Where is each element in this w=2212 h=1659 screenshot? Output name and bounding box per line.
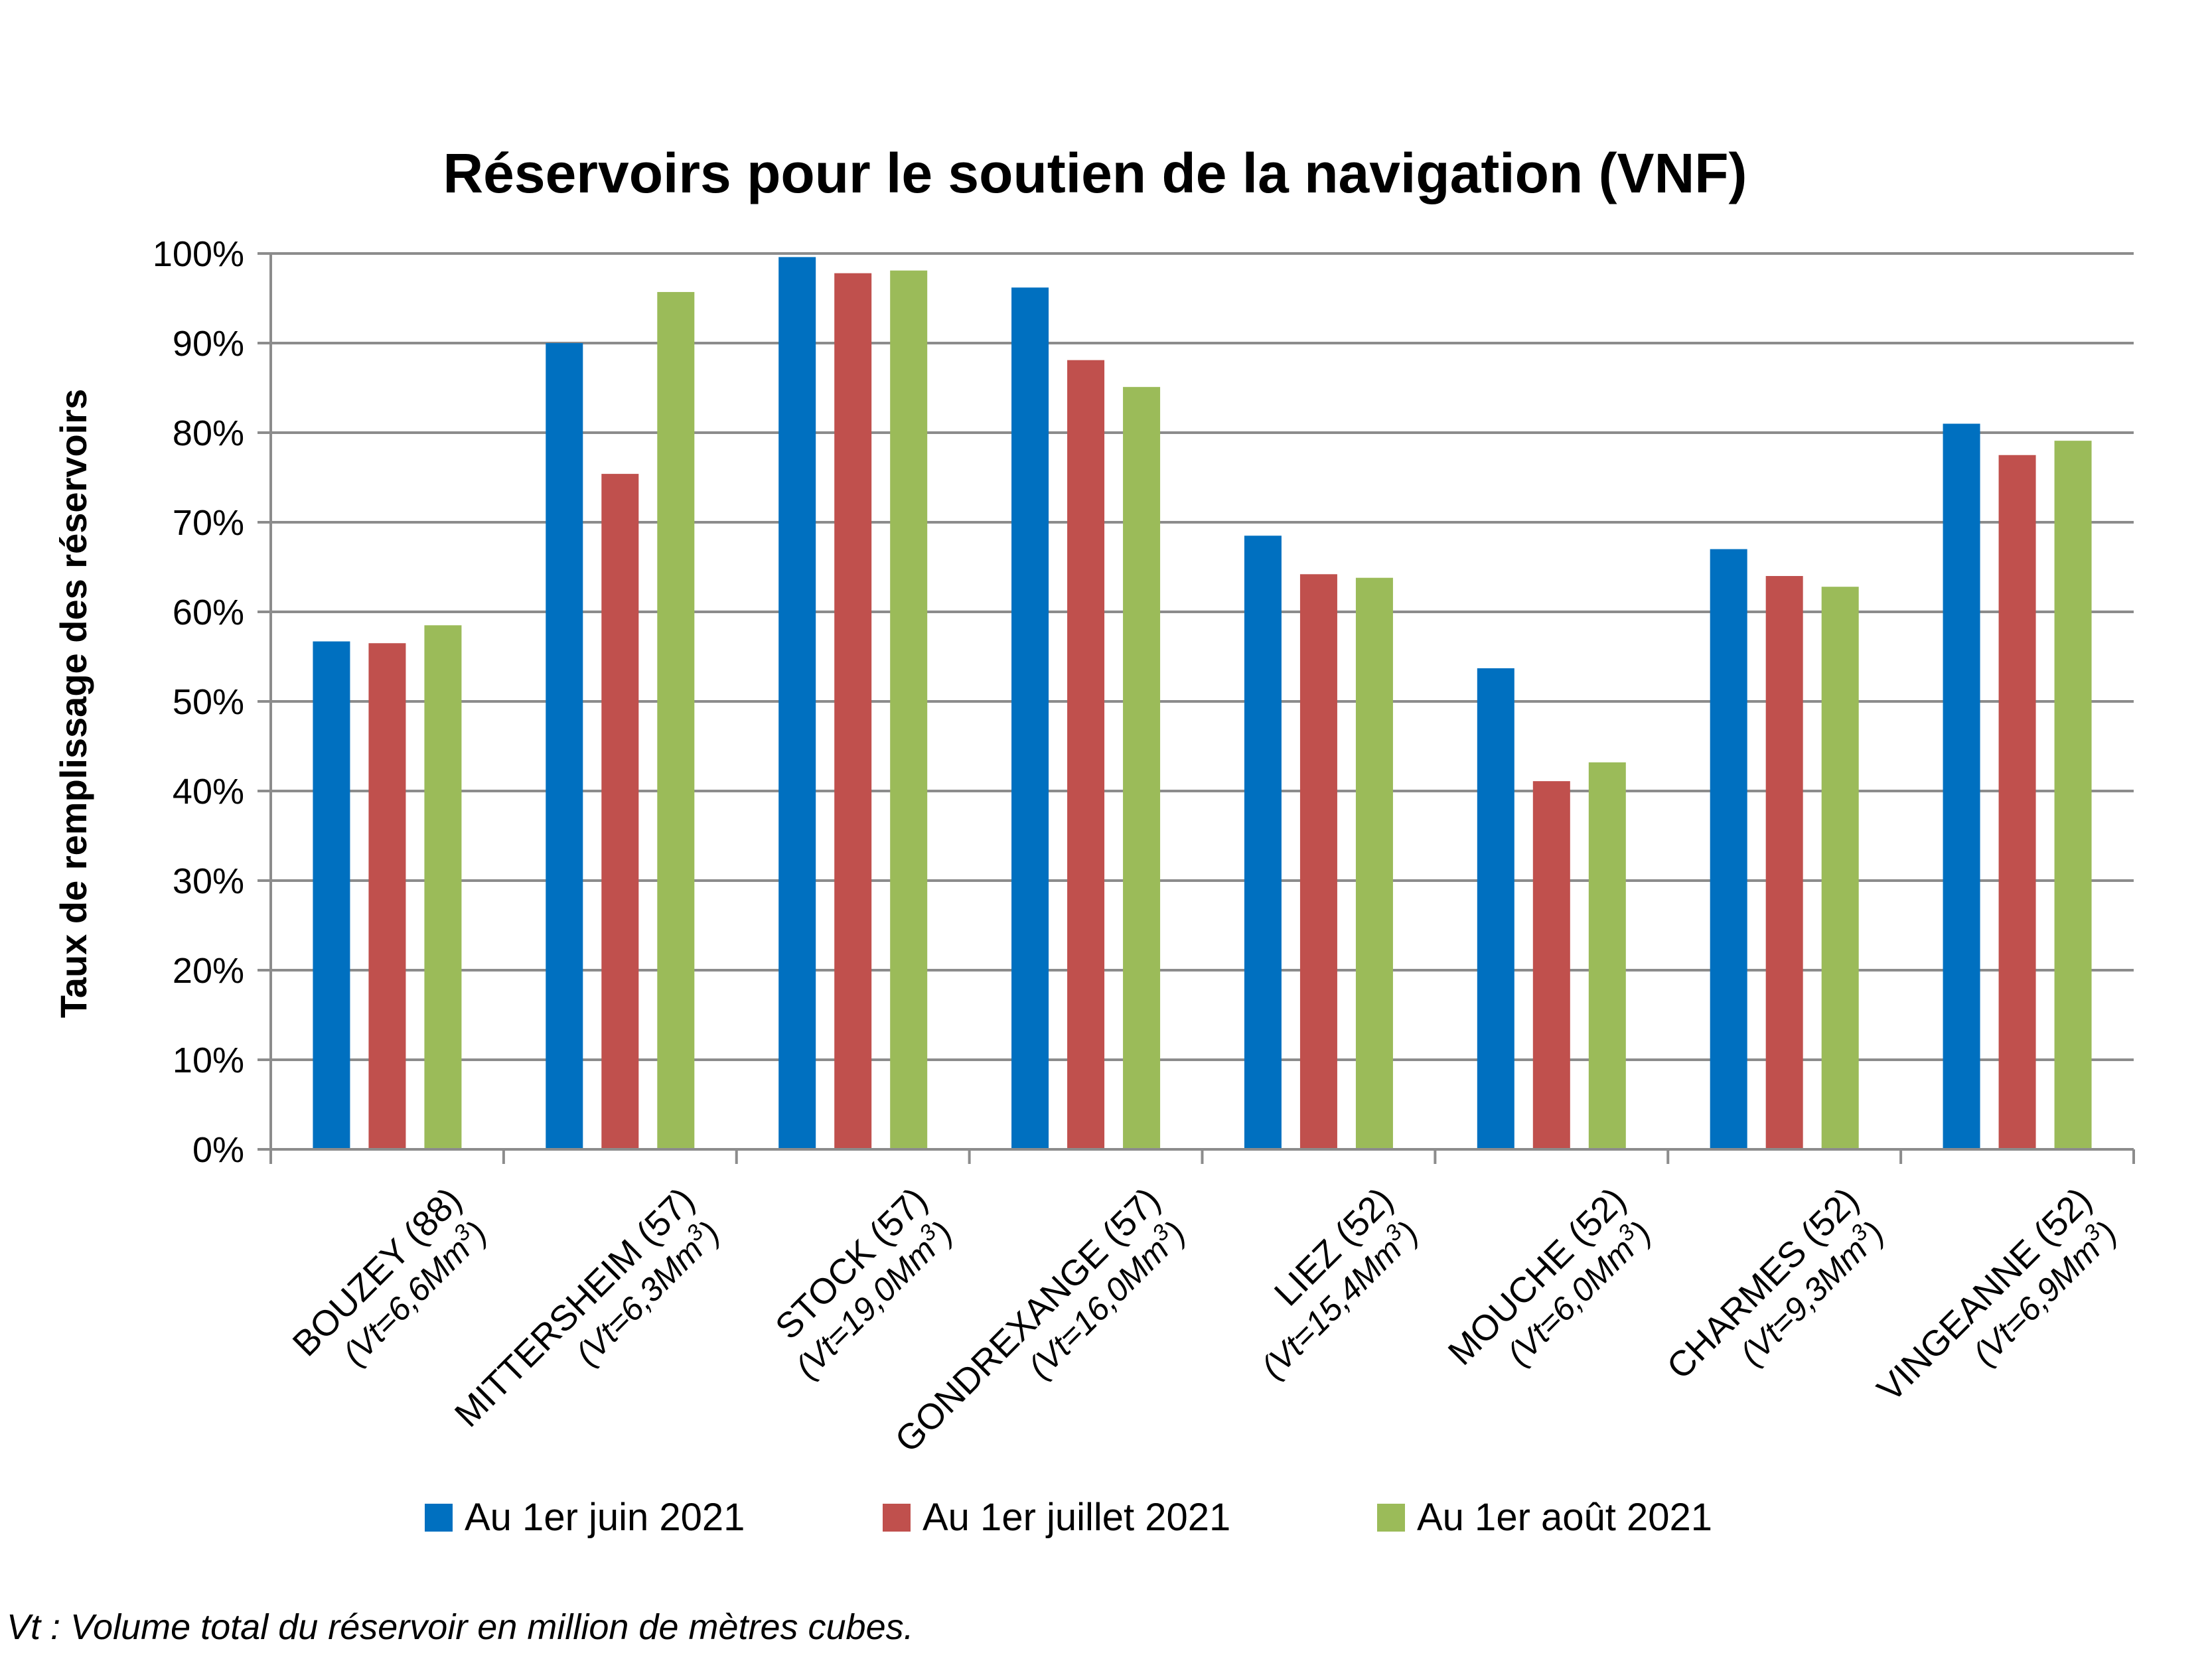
legend-label: Au 1er juillet 2021 (922, 1496, 1230, 1539)
y-tick-labels: 0% 10% 20% 30% 40% 50% 60% 70% 80% 90% 100% (153, 234, 244, 1170)
legend-swatch (425, 1504, 453, 1532)
bar (657, 292, 695, 1149)
legend-label: Au 1er août 2021 (1417, 1496, 1712, 1539)
x-category-labels: BOUZEY (88)(Vt=6,6Mm3)MITTERSHEIM (57)(V… (285, 1180, 2124, 1460)
y-tick-label: 20% (173, 951, 244, 991)
bar (1821, 587, 1859, 1149)
bar (890, 270, 928, 1149)
bar (2054, 441, 2092, 1149)
bar (1067, 360, 1105, 1149)
bar (1532, 781, 1570, 1149)
y-tick-label: 100% (153, 234, 244, 274)
chart-title: Réservoirs pour le soutien de la navigat… (443, 142, 1747, 204)
bar (1123, 387, 1161, 1149)
y-tick-label: 40% (173, 772, 244, 812)
bar (1244, 536, 1282, 1149)
y-tick-label: 80% (173, 413, 244, 453)
legend: Au 1er juin 2021 Au 1er juillet 2021 Au 1e… (425, 1496, 1712, 1539)
x-category-label: STOCK (57)(Vt=19,0Mm3) (768, 1180, 960, 1386)
y-tick-label: 70% (173, 503, 244, 543)
y-tick-label: 30% (173, 861, 244, 901)
y-tick-label: 60% (173, 593, 244, 632)
x-category-label: LIEZ (52)(Vt=15,4Mm3) (1254, 1180, 1426, 1386)
legend-swatch (1377, 1504, 1405, 1532)
bar (1299, 574, 1337, 1149)
x-category-label: BOUZEY (88)(Vt=6,6Mm3) (285, 1180, 494, 1372)
bar (1710, 549, 1747, 1149)
bar (1943, 423, 1980, 1149)
bar (313, 641, 350, 1149)
legend-swatch (883, 1504, 911, 1532)
y-tick-label: 10% (173, 1041, 244, 1080)
x-category-label: MITTERSHEIM (57)(Vt=6,3Mm3) (447, 1180, 727, 1435)
bar (1011, 287, 1049, 1149)
y-tick-label: 0% (192, 1130, 244, 1170)
x-category-label: VINGEANNE (52)(Vt=6,9Mm3) (1870, 1180, 2124, 1409)
bar (424, 625, 462, 1149)
bar (834, 273, 872, 1150)
bar (1355, 577, 1393, 1149)
bar (1765, 576, 1803, 1149)
bar (1477, 668, 1514, 1149)
bar (546, 343, 583, 1149)
y-tick-label: 50% (173, 682, 244, 722)
y-tick-label: 90% (173, 324, 244, 364)
y-axis-label: Taux de remplissage des réservoirs (52, 389, 94, 1018)
bar (601, 474, 639, 1149)
bars (313, 257, 2092, 1150)
bar (368, 643, 406, 1149)
bar (1588, 762, 1626, 1149)
category-name: MITTERSHEIM (57) (447, 1180, 702, 1435)
x-category-label: MOUCHE (52)(Vt=6,0Mm3) (1441, 1180, 1659, 1373)
bar (1998, 455, 2036, 1149)
footnote: Vt : Volume total du réservoir en millio… (7, 1607, 914, 1647)
bar (778, 257, 816, 1149)
x-category-label: CHARMES (52)(Vt=9,3Mm3) (1659, 1180, 1891, 1387)
axes (269, 253, 2135, 1164)
legend-label: Au 1er juin 2021 (465, 1496, 745, 1539)
